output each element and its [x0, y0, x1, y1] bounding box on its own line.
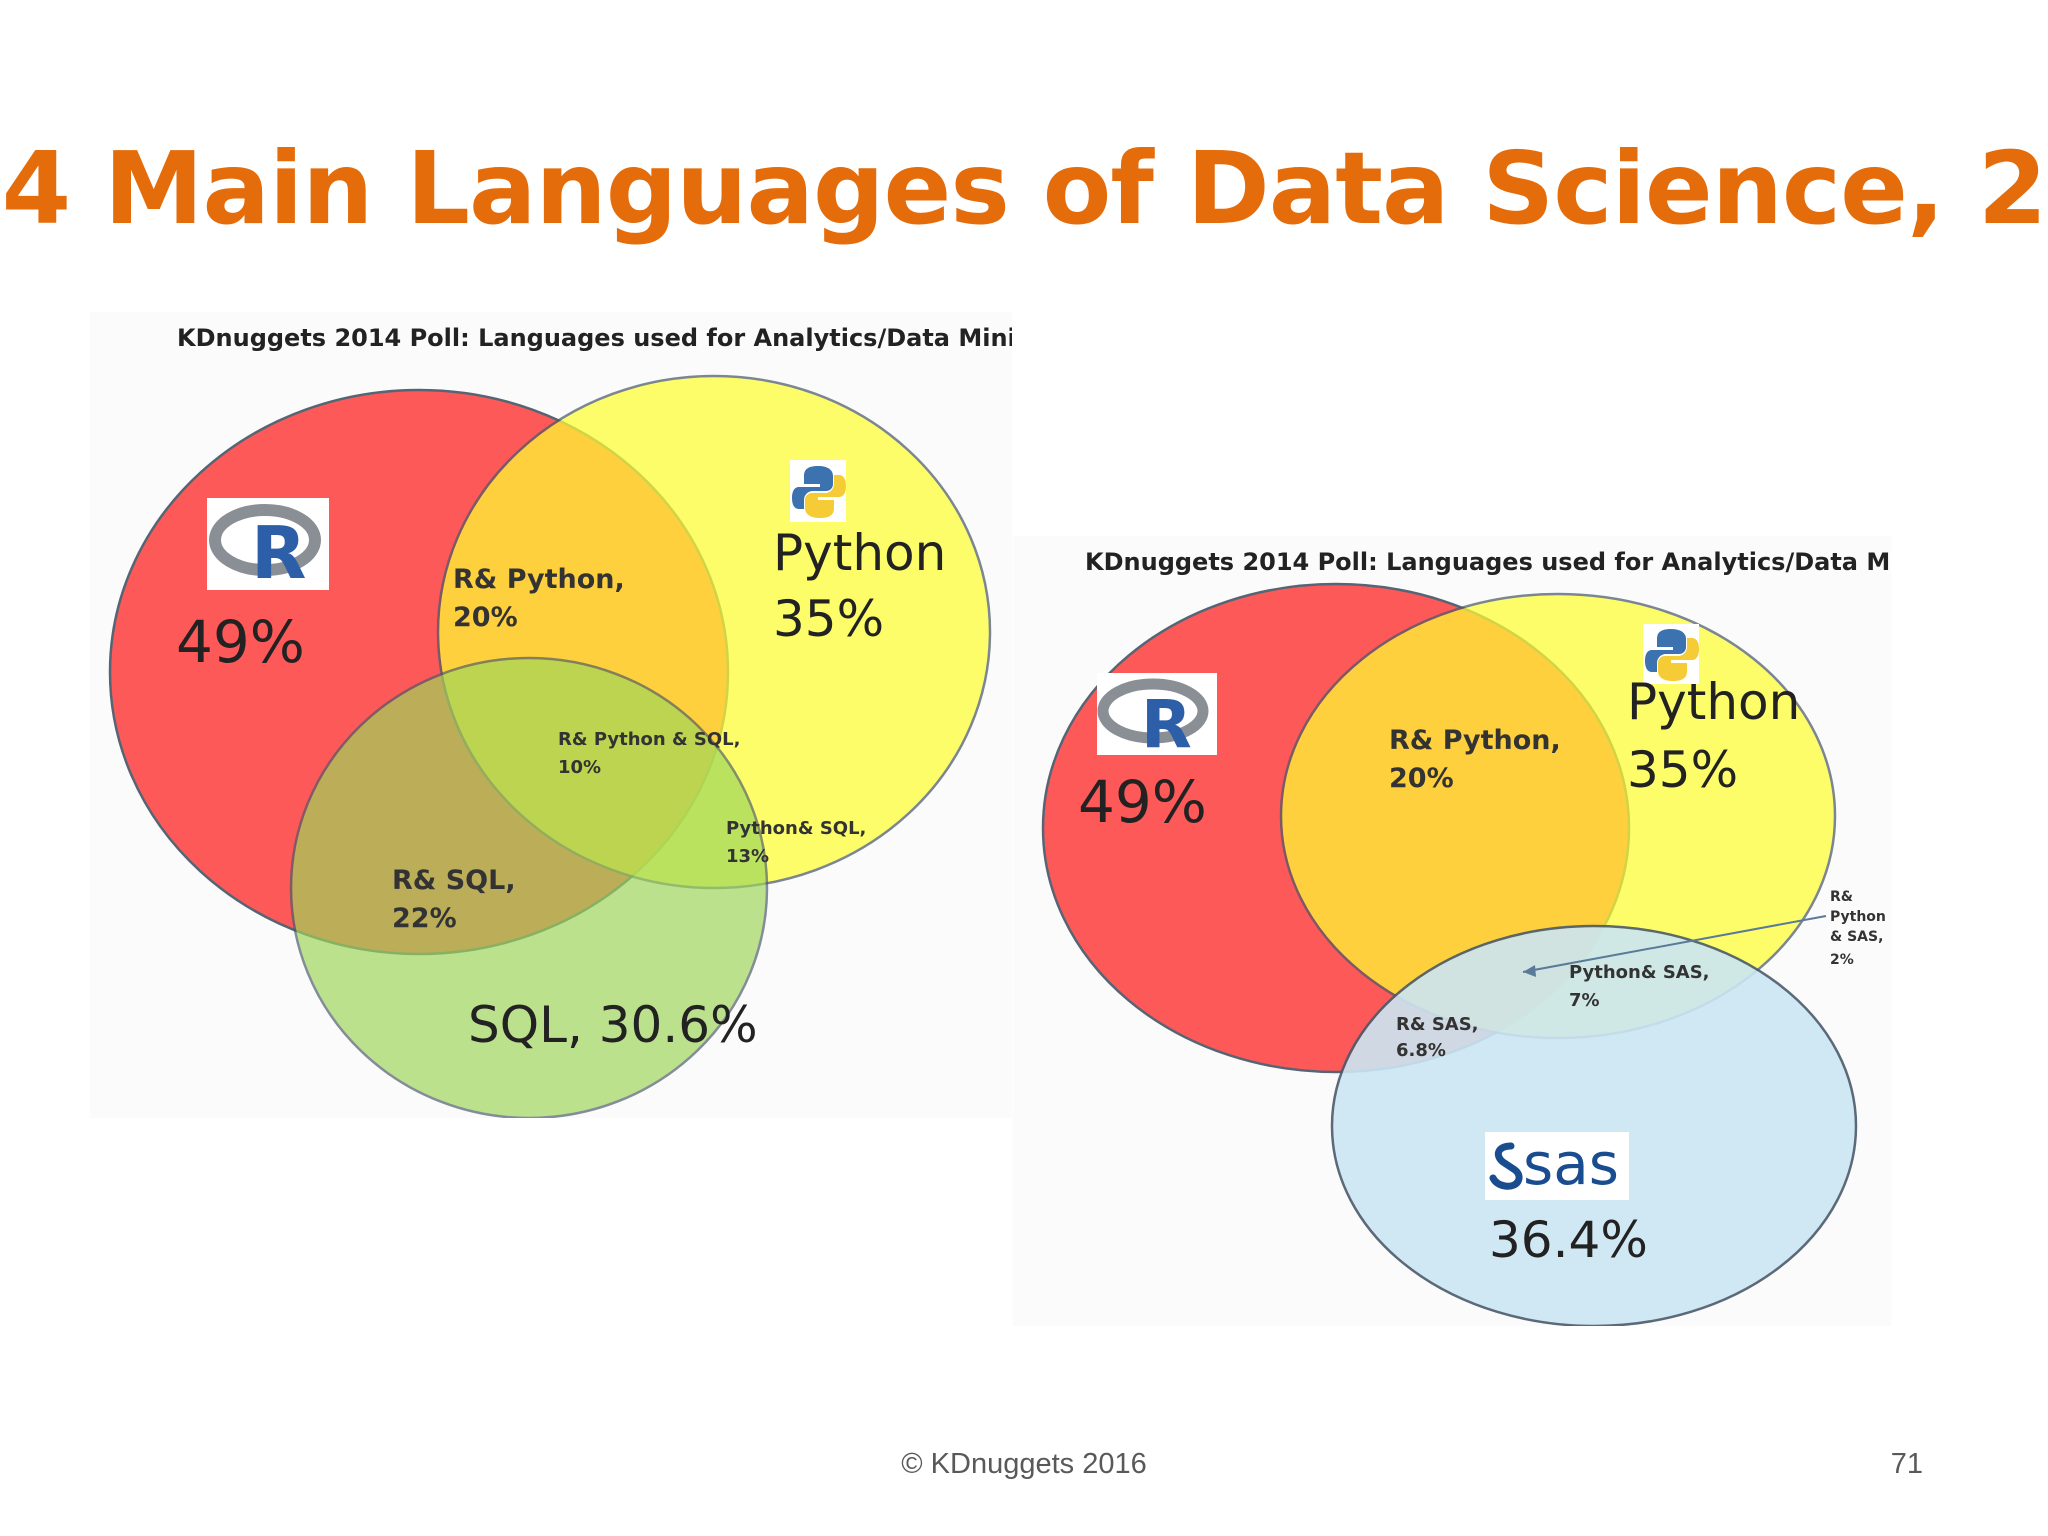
- r-value: 49%: [1078, 768, 1207, 836]
- venn-panel-right: KDnuggets 2014 Poll: Languages used for …: [1013, 536, 1891, 1326]
- python-logo-icon: [790, 460, 846, 522]
- r-sas-overlap-value: 6.8%: [1396, 1040, 1446, 1061]
- sas-value: 36.4%: [1489, 1211, 1648, 1269]
- venn-diagram-right: KDnuggets 2014 Poll: Languages used for …: [1041, 548, 1891, 1326]
- r-python-sql-overlap-label: R& Python & SQL,: [558, 729, 741, 750]
- r-python-overlap-value: 20%: [1389, 763, 1454, 794]
- r-logo-icon: R: [1097, 673, 1217, 763]
- python-sql-overlap-value: 13%: [726, 846, 769, 867]
- slide-title: 4 Main Languages of Data Science, 2: [1, 130, 2048, 247]
- venn-left-title: KDnuggets 2014 Poll: Languages used for …: [177, 324, 1012, 352]
- svg-text:R: R: [251, 511, 306, 595]
- r-python-sas-label-3: & SAS,: [1830, 929, 1883, 945]
- callout-arrowhead: [1523, 965, 1536, 977]
- r-python-sas-label-1: R&: [1830, 889, 1853, 905]
- callout-arrow: [1522, 915, 1827, 973]
- python-label: Python: [1627, 673, 1800, 731]
- page-number: 71: [1890, 1448, 1923, 1480]
- r-python-sas-label-2: Python: [1830, 909, 1886, 925]
- svg-text:R: R: [1141, 686, 1192, 763]
- python-sql-overlap-label: Python& SQL,: [726, 818, 866, 839]
- sas-logo-text: sas: [1523, 1130, 1619, 1198]
- python-sas-overlap-label: Python& SAS,: [1569, 962, 1710, 983]
- r-sql-overlap-value: 22%: [392, 903, 457, 934]
- venn-panel-left: KDnuggets 2014 Poll: Languages used for …: [90, 312, 1012, 1118]
- r-value: 49%: [176, 608, 305, 676]
- python-value: 35%: [773, 590, 884, 648]
- sql-value: SQL, 30.6%: [468, 996, 758, 1054]
- r-logo-icon: R: [207, 498, 329, 595]
- venn-right-title: KDnuggets 2014 Poll: Languages used for …: [1085, 548, 1891, 576]
- r-sas-overlap-label: R& SAS,: [1396, 1014, 1479, 1035]
- r-sql-overlap-label: R& SQL,: [392, 865, 516, 896]
- r-python-overlap-value: 20%: [453, 602, 518, 633]
- sql-circle: [289, 656, 769, 1118]
- python-value: 35%: [1627, 741, 1738, 799]
- python-label: Python: [773, 524, 946, 582]
- sas-circle: [1330, 924, 1858, 1326]
- venn-diagram-left: KDnuggets 2014 Poll: Languages used for …: [108, 324, 1012, 1118]
- r-python-sas-value: 2%: [1830, 952, 1854, 968]
- r-python-sql-overlap-value: 10%: [558, 757, 601, 778]
- python-logo-icon: [1643, 624, 1699, 684]
- footer-copyright: © KDnuggets 2016: [901, 1448, 1147, 1480]
- r-python-overlap-label: R& Python,: [453, 564, 625, 595]
- sas-logo-icon: sas: [1485, 1130, 1629, 1200]
- python-sas-overlap-value: 7%: [1569, 990, 1600, 1011]
- r-python-overlap-label: R& Python,: [1389, 725, 1561, 756]
